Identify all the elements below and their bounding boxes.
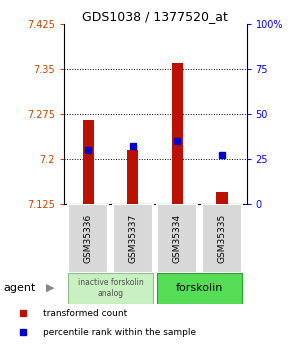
Text: transformed count: transformed count (43, 308, 127, 318)
Bar (68, 273, 153, 304)
Text: GSM35335: GSM35335 (218, 214, 226, 263)
Text: agent: agent (3, 283, 35, 293)
Bar (172, 63, 183, 204)
Text: GSM35337: GSM35337 (128, 214, 137, 263)
Bar (83, 120, 94, 204)
Text: forskolin: forskolin (176, 283, 223, 293)
Bar (216, 191, 228, 204)
Bar (202, 204, 242, 273)
Title: GDS1038 / 1377520_at: GDS1038 / 1377520_at (82, 10, 228, 23)
Bar (68, 204, 108, 273)
Text: GSM35334: GSM35334 (173, 214, 182, 263)
Bar (157, 273, 242, 304)
Text: inactive forskolin
analog: inactive forskolin analog (78, 278, 144, 298)
Bar (157, 204, 197, 273)
Text: GSM35336: GSM35336 (84, 214, 93, 263)
Bar (127, 150, 138, 204)
Text: ▶: ▶ (46, 283, 55, 293)
Text: percentile rank within the sample: percentile rank within the sample (43, 327, 196, 337)
Bar (113, 204, 153, 273)
